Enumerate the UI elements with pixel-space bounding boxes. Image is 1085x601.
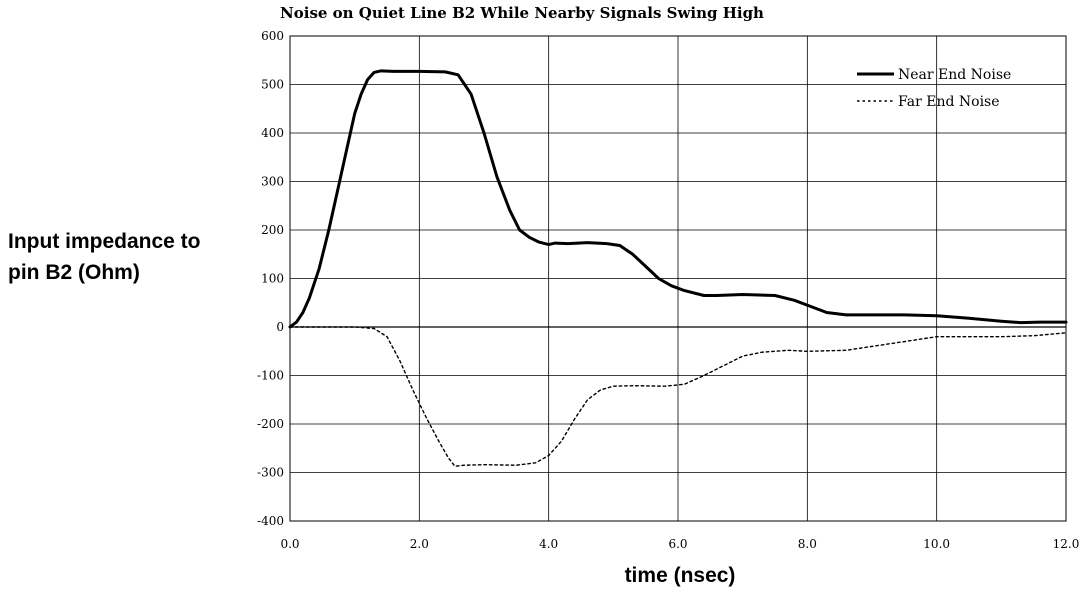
y-tick-label: 600 xyxy=(261,29,284,43)
legend: Near End Noise Far End Noise xyxy=(857,67,1011,110)
series-line-far-end-noise xyxy=(289,326,1067,467)
y-tick-label: 400 xyxy=(261,126,284,140)
x-tick-label: 0.0 xyxy=(280,537,299,551)
x-tick-label: 8.0 xyxy=(798,537,817,551)
x-tick-label: 12.0 xyxy=(1053,537,1080,551)
y-tick-label: 100 xyxy=(261,272,284,286)
y-axis-ticks: -400 -300 -200 -100 0 100 200 300 400 500 600 xyxy=(257,29,284,528)
x-tick-label: 2.0 xyxy=(410,537,429,551)
x-axis-label: time (nsec) xyxy=(625,564,736,587)
y-tick-label: -300 xyxy=(257,466,284,480)
x-tick-label: 6.0 xyxy=(668,537,687,551)
plot-area-frame xyxy=(289,35,1067,522)
x-axis-ticks: 0.0 2.0 4.0 6.0 8.0 10.0 12.0 xyxy=(280,537,1079,551)
y-tick-label: -100 xyxy=(257,369,284,383)
y-tick-label: 300 xyxy=(261,175,284,189)
y-tick-label: -400 xyxy=(257,514,284,528)
y-tick-label: 200 xyxy=(261,223,284,237)
series-line-near-end-noise xyxy=(288,69,1068,329)
x-tick-label: 4.0 xyxy=(539,537,558,551)
x-tick-label: 10.0 xyxy=(923,537,950,551)
y-axis-label-line-2: pin B2 (Ohm) xyxy=(8,261,140,284)
legend-label: Far End Noise xyxy=(898,94,1000,110)
legend-label: Near End Noise xyxy=(898,67,1011,83)
y-axis-label-line-1: Input impedance to xyxy=(8,230,201,253)
y-tick-label: 0 xyxy=(276,320,284,334)
y-tick-label: 500 xyxy=(261,78,284,92)
chart-title: Noise on Quiet Line B2 While Nearby Sign… xyxy=(280,4,764,22)
y-tick-label: -200 xyxy=(257,417,284,431)
series-layer xyxy=(288,69,1068,467)
